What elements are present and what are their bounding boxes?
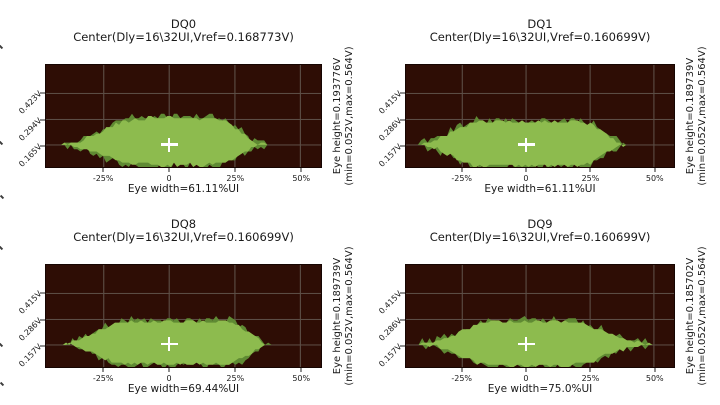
y-tick-label: 0.415V <box>376 89 404 116</box>
eye-width-label: Eye width=75.0%UI <box>487 383 593 395</box>
x-tick-label: -25% <box>451 174 473 183</box>
x-tick-label: 0 <box>166 374 172 383</box>
eye-diagram-canvas <box>46 65 321 167</box>
x-tick <box>102 368 104 372</box>
plot-title: DQ0 <box>170 17 197 31</box>
eye-width-label: Eye width=69.44%UI <box>127 383 240 395</box>
x-tick <box>461 368 463 372</box>
y-tick <box>40 145 45 147</box>
x-tick-label: 50% <box>292 374 311 383</box>
y-tick-label: 0.157V <box>376 341 404 369</box>
y-tick <box>40 92 45 94</box>
y-tick-label: 0.286V <box>376 315 404 343</box>
x-tick <box>102 168 104 172</box>
eye-height-minmax: (min=0.052V,max=0.564V) <box>697 46 708 186</box>
x-tick <box>168 368 170 372</box>
x-tick <box>654 168 656 172</box>
x-tick-label: 50% <box>645 174 664 183</box>
y-tick-label: 0.294V <box>16 115 44 143</box>
plot-area <box>405 64 675 168</box>
eye-height-value: Eye height=0.189739V <box>332 257 343 375</box>
y-tick <box>40 119 45 121</box>
y-tick <box>40 345 45 347</box>
x-tick <box>525 168 527 172</box>
plot-area <box>45 64 322 168</box>
x-tick <box>525 368 527 372</box>
x-tick-label: 50% <box>292 174 311 183</box>
y-tick <box>40 292 45 294</box>
cropped-tick-fragment <box>0 381 5 387</box>
eye-height-minmax: (min=0.052V,max=0.564V) <box>344 246 355 386</box>
x-tick-label: 50% <box>645 374 664 383</box>
plot-subtitle: Center(Dly=16\32UI,Vref=0.160699V) <box>429 230 651 244</box>
plot-title: DQ9 <box>527 217 553 231</box>
x-tick <box>234 168 236 172</box>
eye-diagram-canvas <box>46 265 321 367</box>
eye-height-minmax: (min=0.052V,max=0.564V) <box>697 246 708 386</box>
x-tick-label: -25% <box>92 174 114 183</box>
y-tick <box>400 319 405 321</box>
y-tick-label: 0.157V <box>16 341 44 369</box>
x-tick-label: 25% <box>226 374 245 383</box>
x-tick-label: -25% <box>92 374 114 383</box>
eye-diagram-canvas <box>406 265 674 367</box>
cropped-tick-fragment <box>0 44 4 50</box>
eye-width-label: Eye width=61.11%UI <box>127 183 240 195</box>
plot-title: DQ1 <box>527 17 553 31</box>
y-tick <box>40 319 45 321</box>
eye-width-label: Eye width=61.11%UI <box>484 183 596 195</box>
y-tick <box>400 119 405 121</box>
y-tick-label: 0.286V <box>376 115 404 143</box>
plot-area <box>405 264 675 368</box>
x-tick <box>168 168 170 172</box>
plot-subtitle: Center(Dly=16\32UI,Vref=0.168773V) <box>73 30 294 44</box>
eye-height-minmax: (min=0.052V,max=0.564V) <box>344 46 355 186</box>
eye-diagram-canvas <box>406 65 674 167</box>
cropped-tick-fragment <box>0 342 4 348</box>
plot-subtitle: Center(Dly=16\32UI,Vref=0.160699V) <box>73 230 294 244</box>
eye-height-value: Eye height=0.185702V <box>685 257 696 375</box>
x-tick <box>300 168 302 172</box>
subplot-dq8: DQ8 Center(Dly=16\32UI,Vref=0.160699V) -… <box>17 217 355 395</box>
x-tick <box>234 368 236 372</box>
cropped-tick-fragment <box>0 194 5 200</box>
subplot-dq1: DQ1 Center(Dly=16\32UI,Vref=0.160699V) -… <box>377 17 708 195</box>
plot-area <box>45 264 322 368</box>
y-tick <box>400 345 405 347</box>
y-tick <box>400 145 405 147</box>
cropped-tick-fragment <box>0 245 4 251</box>
plot-title: DQ8 <box>170 217 197 231</box>
plot-subtitle: Center(Dly=16\32UI,Vref=0.160699V) <box>429 30 651 44</box>
y-tick <box>400 92 405 94</box>
y-tick-label: 0.423V <box>16 89 44 116</box>
x-tick <box>589 168 591 172</box>
x-tick <box>300 368 302 372</box>
y-tick-label: 0.165V <box>16 141 44 169</box>
cropped-tick-fragment <box>0 140 4 146</box>
x-tick-label: 25% <box>581 374 600 383</box>
subplot-dq0: DQ0 Center(Dly=16\32UI,Vref=0.168773V) -… <box>17 17 355 195</box>
y-tick <box>400 292 405 294</box>
x-tick <box>654 368 656 372</box>
y-tick-label: 0.286V <box>16 315 44 343</box>
eye-height-value: Eye height=0.193776V <box>332 57 343 175</box>
subplot-dq9: DQ9 Center(Dly=16\32UI,Vref=0.160699V) -… <box>377 217 708 395</box>
x-tick <box>589 368 591 372</box>
x-tick-label: -25% <box>451 374 473 383</box>
x-tick-label: 25% <box>581 174 600 183</box>
x-tick-label: 0 <box>166 174 172 183</box>
x-tick-label: 25% <box>226 174 245 183</box>
eye-height-value: Eye height=0.189739V <box>685 57 696 175</box>
y-tick-label: 0.415V <box>16 289 44 316</box>
y-tick-label: 0.157V <box>376 141 404 169</box>
x-tick <box>461 168 463 172</box>
x-tick-label: 0 <box>523 374 529 383</box>
y-tick-label: 0.415V <box>376 289 404 316</box>
x-tick-label: 0 <box>523 174 529 183</box>
